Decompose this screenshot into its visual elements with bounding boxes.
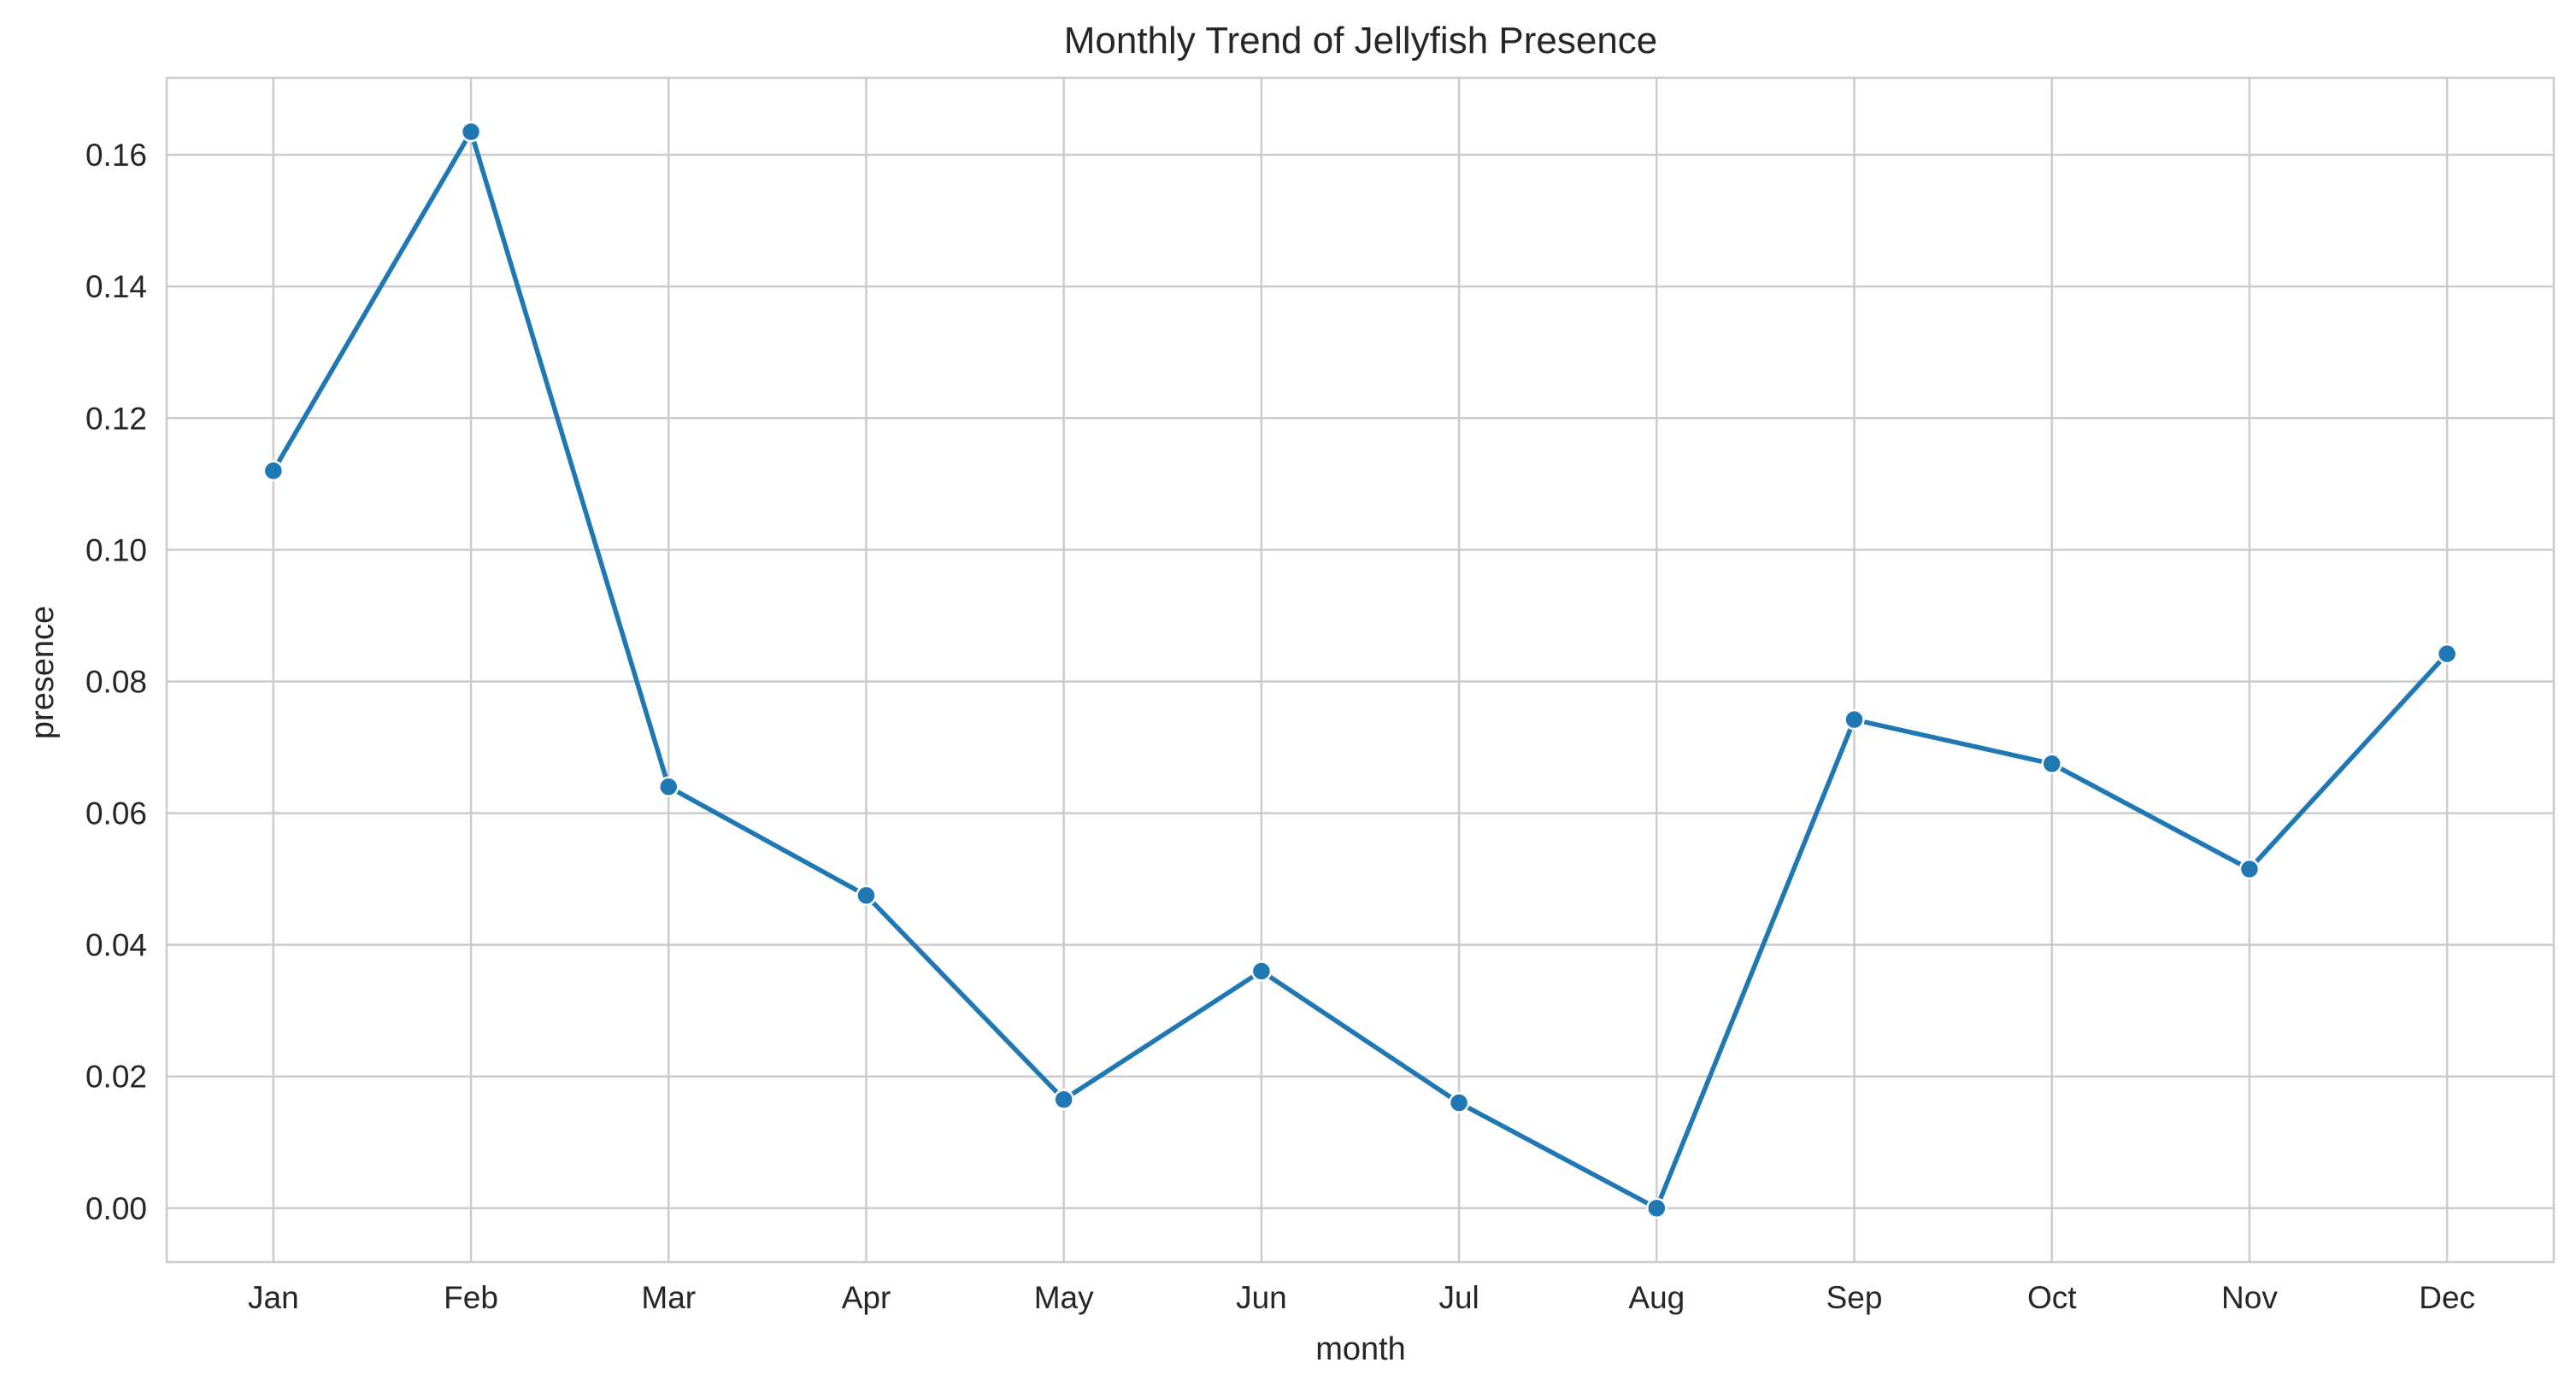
- x-axis-label: month: [1315, 1331, 1406, 1367]
- x-tick-label: May: [1034, 1280, 1094, 1315]
- x-tick-label: Aug: [1628, 1280, 1685, 1315]
- x-tick-label: Nov: [2221, 1280, 2278, 1315]
- grid: [167, 78, 2554, 1262]
- data-point: [262, 460, 285, 482]
- data-point: [658, 776, 679, 798]
- x-tick-label: Apr: [842, 1280, 891, 1315]
- y-axis-ticks: 0.00 0.02 0.04 0.06 0.08 0.10 0.12 0.14 0.16: [85, 138, 147, 1226]
- data-point: [856, 884, 877, 907]
- series-line: [271, 129, 2450, 1211]
- chart-title: Monthly Trend of Jellyfish Presence: [1064, 20, 1658, 62]
- data-point: [1646, 1197, 1667, 1219]
- x-tick-label: Jun: [1236, 1280, 1287, 1315]
- data-point: [1448, 1092, 1470, 1113]
- x-axis-ticks: Jan Feb Mar Apr May Jun Jul Aug Sep Oct Nov Dec: [248, 1280, 2475, 1315]
- data-point: [2041, 753, 2062, 775]
- y-axis-label: presence: [25, 606, 61, 739]
- y-tick-label: 0.10: [85, 532, 147, 567]
- data-point: [1844, 708, 1865, 731]
- series-layer: [262, 120, 2458, 1219]
- x-tick-label: Jan: [248, 1280, 299, 1315]
- x-tick-label: Dec: [2419, 1280, 2475, 1315]
- x-tick-label: Oct: [2027, 1280, 2077, 1315]
- plot-area-frame: [165, 76, 2555, 1264]
- x-tick-label: Mar: [641, 1280, 696, 1315]
- y-tick-label: 0.02: [85, 1060, 147, 1095]
- data-point: [1053, 1089, 1074, 1110]
- data-point: [1250, 960, 1273, 982]
- y-tick-label: 0.12: [85, 401, 147, 436]
- x-tick-label: Jul: [1438, 1280, 1479, 1315]
- x-tick-label: Sep: [1826, 1280, 1883, 1315]
- x-tick-label: Feb: [444, 1280, 498, 1315]
- y-tick-label: 0.00: [85, 1191, 147, 1226]
- y-tick-label: 0.06: [85, 796, 147, 831]
- data-point: [2436, 643, 2458, 665]
- data-point: [2238, 858, 2261, 880]
- y-tick-label: 0.16: [85, 138, 147, 173]
- data-point: [460, 120, 482, 143]
- y-tick-label: 0.14: [85, 269, 147, 304]
- y-tick-label: 0.04: [85, 928, 147, 963]
- y-tick-label: 0.08: [85, 664, 147, 699]
